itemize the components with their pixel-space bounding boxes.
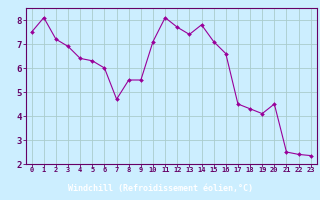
Text: Windchill (Refroidissement éolien,°C): Windchill (Refroidissement éolien,°C): [68, 184, 252, 193]
